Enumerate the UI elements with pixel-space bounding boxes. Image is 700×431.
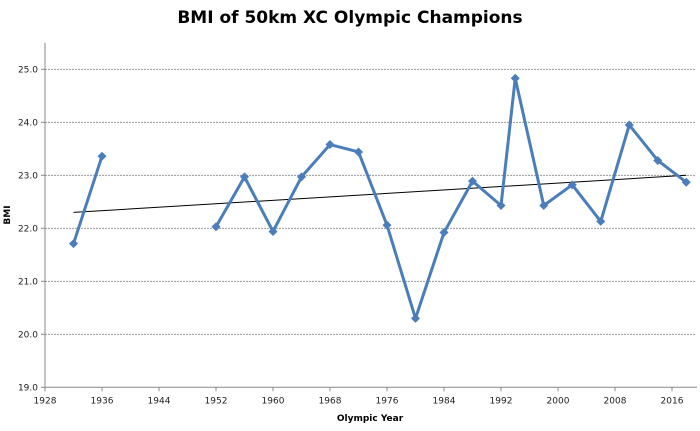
data-point: [211, 222, 221, 232]
x-tick-label: 1952: [205, 396, 228, 406]
y-tick-label: 24.0: [18, 118, 38, 128]
y-tick-label: 21.0: [18, 277, 38, 287]
data-point: [411, 313, 420, 323]
x-tick-label: 1968: [319, 396, 342, 406]
y-tick-label: 22.0: [18, 224, 38, 234]
x-tick-label: 1960: [262, 396, 285, 406]
chart-title: BMI of 50km XC Olympic Champions: [177, 8, 523, 28]
data-point: [240, 172, 249, 182]
data-point: [297, 172, 306, 182]
x-tick-label: 2016: [661, 396, 684, 406]
x-tick-label: 1984: [433, 396, 456, 406]
y-tick-label: 25.0: [18, 65, 38, 75]
x-tick-label: 2000: [547, 396, 570, 406]
data-point: [653, 155, 663, 165]
y-tick-label: 23.0: [18, 171, 38, 181]
data-point: [325, 140, 335, 150]
series-line: [72, 155, 104, 245]
x-tick-label: 2008: [604, 396, 627, 406]
data-point: [681, 177, 691, 187]
x-tick-label: 1992: [490, 396, 513, 406]
data-point: [624, 120, 634, 130]
data-point: [468, 176, 477, 186]
y-tick-label: 19.0: [18, 383, 38, 393]
data-point: [496, 201, 506, 211]
data-point: [97, 151, 107, 161]
x-axis-label: Olympic Year: [337, 414, 404, 424]
data-point: [268, 226, 278, 236]
x-tick-label: 1944: [148, 396, 171, 406]
x-tick-label: 1928: [34, 396, 57, 406]
x-tick-label: 1976: [376, 396, 399, 406]
data-point: [439, 228, 449, 238]
data-point: [510, 73, 520, 83]
x-tick-label: 1936: [91, 396, 114, 406]
data-point: [539, 201, 549, 211]
data-point: [382, 220, 392, 230]
y-tick-label: 20.0: [18, 330, 38, 340]
data-point: [69, 239, 78, 249]
y-axis-label: BMI: [3, 205, 13, 224]
data-point: [354, 147, 363, 157]
series-line: [214, 76, 688, 320]
data-point: [596, 216, 606, 226]
trendline: [73, 174, 687, 213]
data-point: [567, 180, 577, 190]
